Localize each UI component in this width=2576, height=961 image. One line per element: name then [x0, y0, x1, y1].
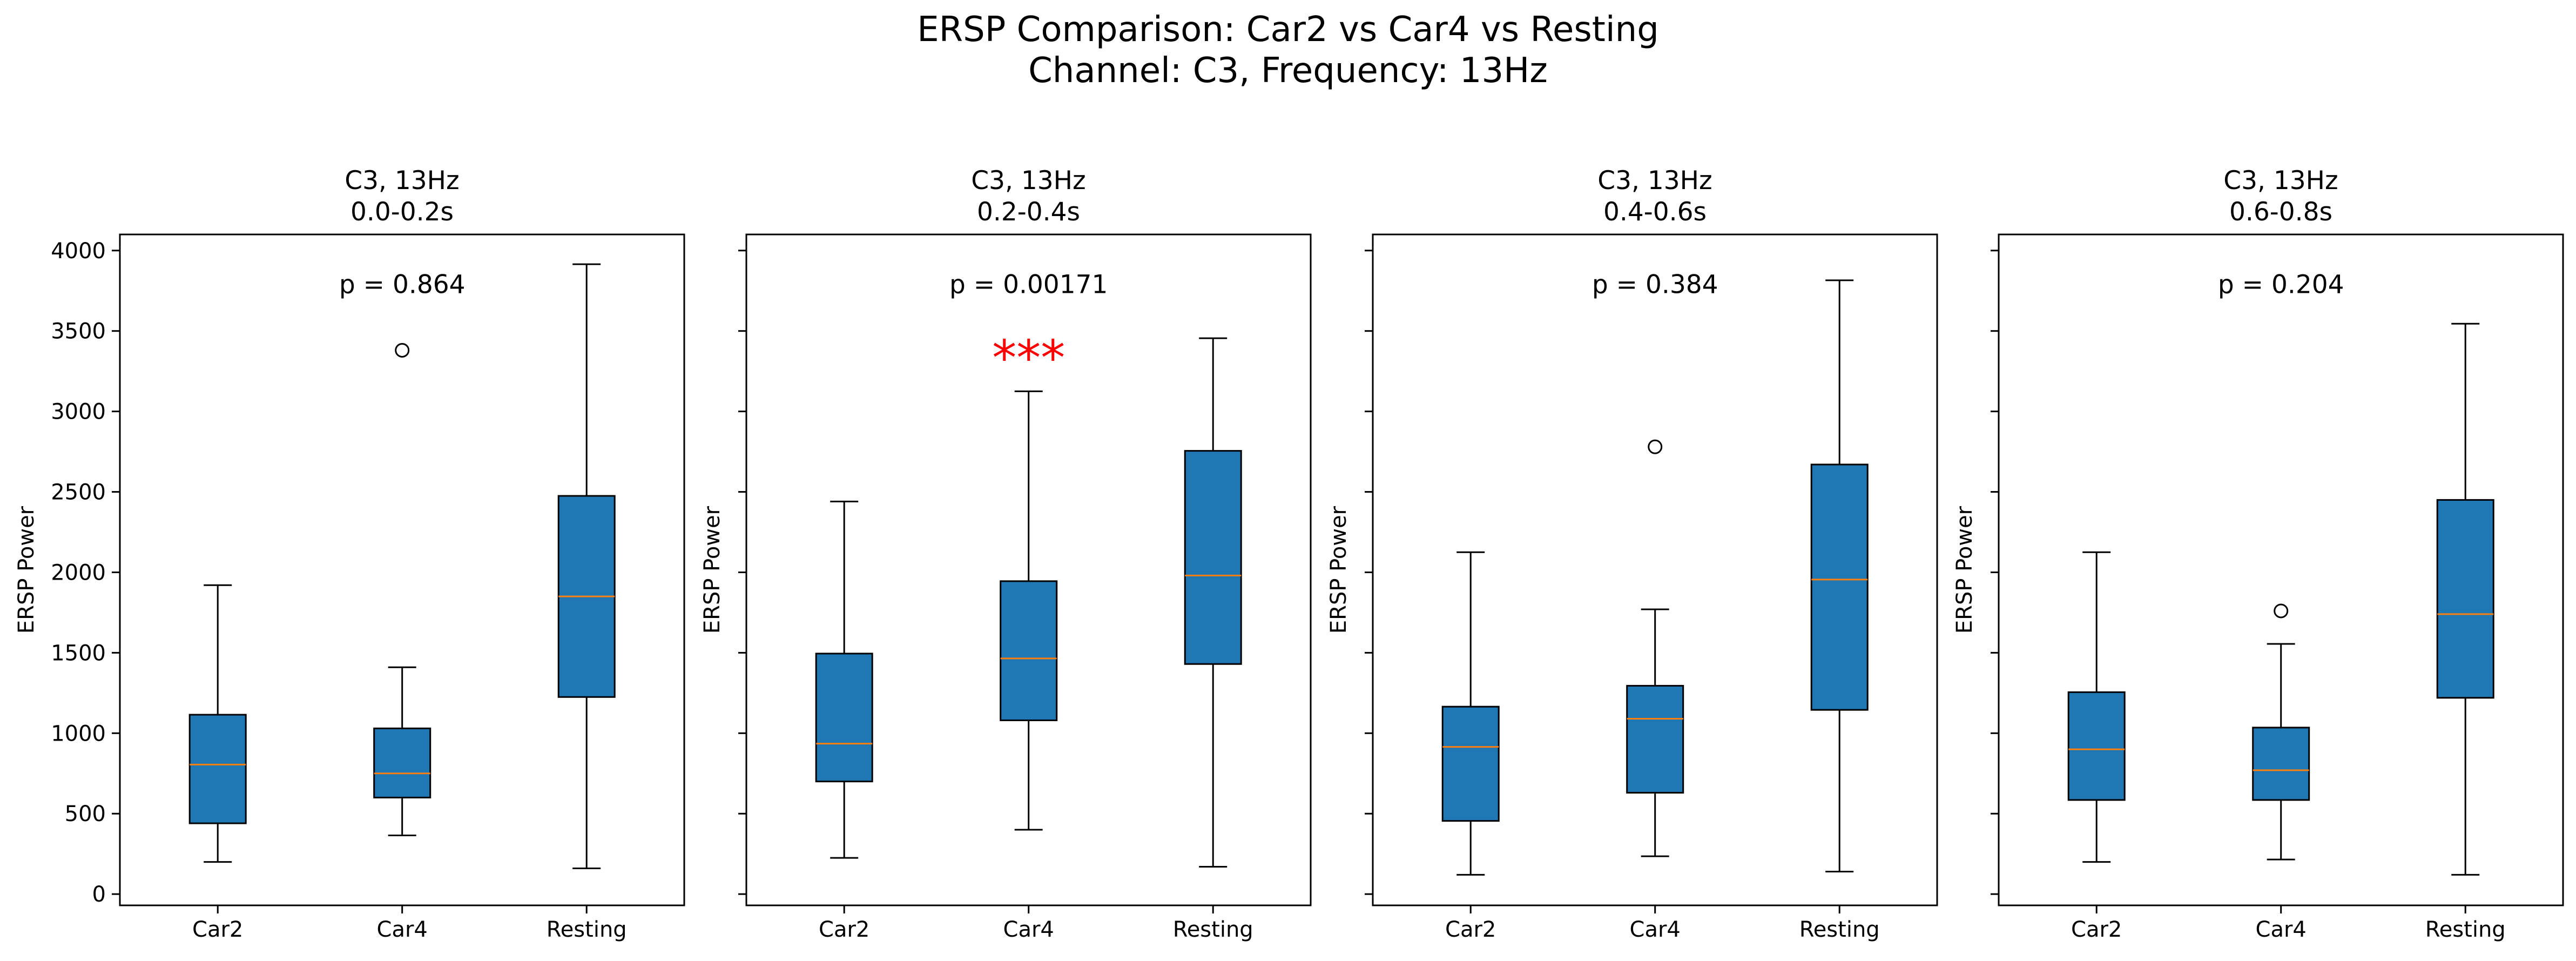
box-resting — [1184, 337, 1242, 868]
plot-frame — [1998, 233, 2564, 906]
box-body — [1626, 684, 1684, 794]
plot-frame — [119, 233, 685, 906]
box-body — [373, 727, 431, 798]
box-body — [2252, 727, 2310, 801]
y-tick-label: 1000 — [51, 721, 106, 746]
p-value-annotation: p = 0.864 — [339, 270, 466, 299]
subplot-title-line2: 0.4-0.6s — [1603, 197, 1707, 227]
box-car4 — [1000, 390, 1058, 831]
box-body — [1000, 580, 1058, 721]
y-tick-label: 500 — [65, 802, 106, 826]
figure-suptitle-line1: ERSP Comparison: Car2 vs Car4 vs Resting — [917, 10, 1659, 50]
y-tick-label: 1500 — [51, 641, 106, 666]
y-tick-label: 2500 — [51, 480, 106, 505]
subplot-title-line2: 0.6-0.8s — [2229, 197, 2332, 227]
x-tick-label: Car2 — [819, 917, 869, 942]
y-tick-label: 4000 — [51, 239, 106, 264]
subplot-title-line2: 0.0-0.2s — [350, 197, 454, 227]
outlier-point — [2274, 603, 2289, 619]
box-car4 — [373, 342, 431, 836]
x-tick-label: Car4 — [377, 917, 428, 942]
x-tick-label: Car2 — [192, 917, 243, 942]
box-car2 — [1441, 551, 1500, 876]
box-body — [2067, 691, 2126, 801]
box-body — [1810, 463, 1869, 711]
p-value-annotation: p = 0.384 — [1592, 270, 1718, 299]
x-tick-label: Car4 — [1630, 917, 1681, 942]
x-tick-label: Resting — [547, 917, 627, 942]
x-tick-label: Resting — [2425, 917, 2506, 942]
subplot-title-line1: C3, 13Hz — [1597, 166, 1712, 196]
x-tick-label: Resting — [1173, 917, 1253, 942]
box-resting — [2436, 322, 2494, 876]
x-tick-label: Resting — [1799, 917, 1880, 942]
box-body — [188, 714, 247, 824]
significance-stars: *** — [992, 330, 1065, 387]
y-tick-label: 0 — [92, 882, 106, 907]
box-car4 — [1626, 439, 1684, 857]
p-value-annotation: p = 0.00171 — [949, 270, 1108, 299]
box-body — [2436, 499, 2494, 699]
subplot-title-line1: C3, 13Hz — [2223, 166, 2338, 196]
y-tick-label: 2000 — [51, 560, 106, 585]
y-axis-label: ERSP Power — [14, 506, 39, 634]
subplot-title-line1: C3, 13Hz — [345, 166, 459, 196]
plot-frame — [1372, 233, 1938, 906]
x-tick-label: Car4 — [2256, 917, 2307, 942]
box-body — [1441, 705, 1500, 822]
y-tick-label: 3000 — [51, 400, 106, 425]
box-resting — [1810, 279, 1869, 872]
plot-frame — [745, 233, 1312, 906]
y-tick-label: 3500 — [51, 319, 106, 344]
subplot-title-line1: C3, 13Hz — [971, 166, 1085, 196]
y-axis-label: ERSP Power — [1326, 506, 1351, 634]
y-axis-label: ERSP Power — [1952, 506, 1977, 634]
p-value-annotation: p = 0.204 — [2218, 270, 2344, 299]
outlier-point — [395, 342, 410, 358]
box-car2 — [2067, 551, 2126, 863]
subplot-title-line2: 0.2-0.4s — [977, 197, 1080, 227]
figure-suptitle-line2: Channel: C3, Frequency: 13Hz — [1028, 51, 1548, 91]
x-tick-label: Car4 — [1003, 917, 1054, 942]
outlier-point — [1648, 439, 1663, 454]
box-car4 — [2252, 603, 2310, 861]
subplot-panels: C3, 13Hz0.0-0.2s050010001500200025003000… — [14, 166, 2564, 942]
box-car2 — [188, 584, 247, 863]
x-tick-label: Car2 — [1445, 917, 1496, 942]
x-tick-label: Car2 — [2071, 917, 2122, 942]
box-body — [815, 653, 873, 783]
box-resting — [557, 263, 616, 869]
box-body — [1184, 450, 1242, 665]
box-car2 — [815, 500, 873, 859]
y-axis-label: ERSP Power — [700, 506, 725, 634]
